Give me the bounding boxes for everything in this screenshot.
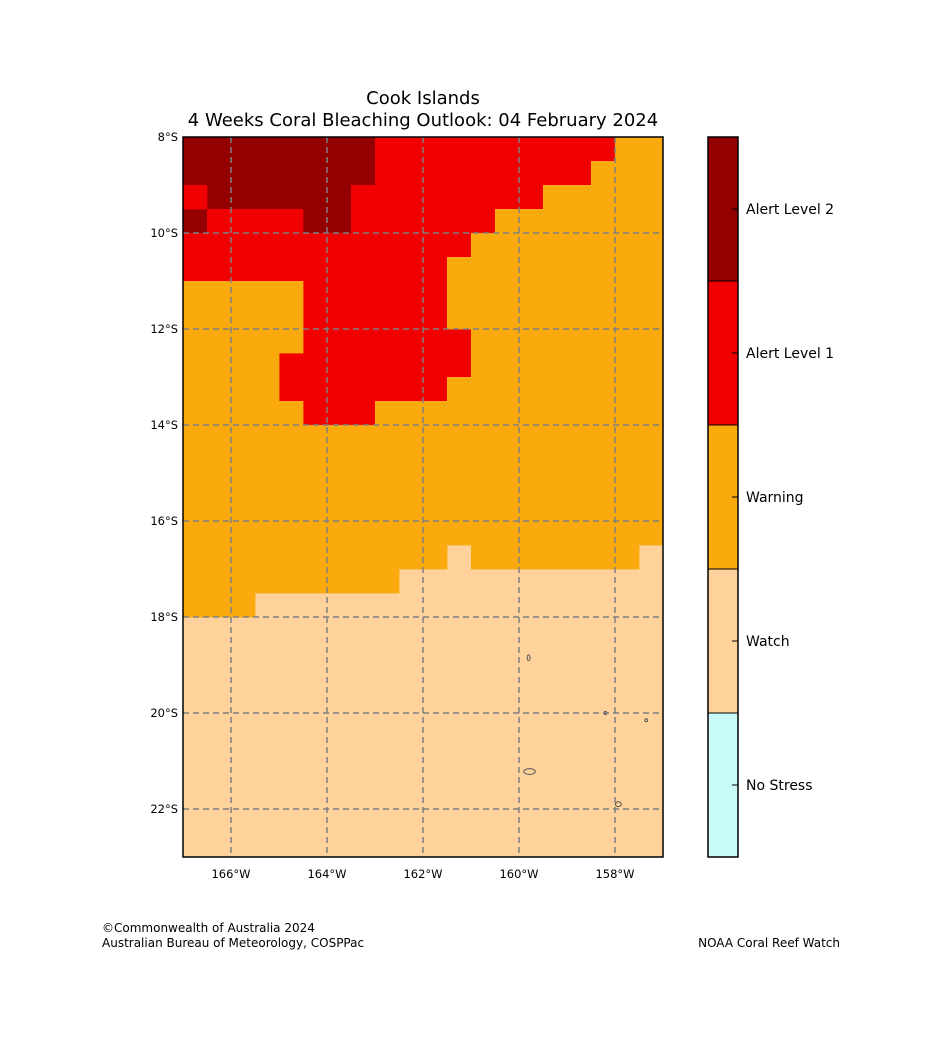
region-alert-level-1 (303, 401, 376, 426)
island-outline (523, 768, 536, 775)
region-warning (183, 569, 400, 594)
x-tick-label: 166°W (211, 867, 250, 881)
region-warning (447, 377, 664, 402)
colorbar-label: No Stress (746, 778, 813, 794)
region-alert-level-1 (375, 137, 616, 162)
y-tick-label: 16°S (150, 514, 178, 528)
colorbar-frame (707, 136, 739, 858)
region-alert-level-1 (183, 257, 448, 282)
credit-right: NOAA Coral Reef Watch (698, 936, 840, 950)
island-outline (526, 654, 531, 662)
y-tick-label: 10°S (150, 226, 178, 240)
page-title: Cook Islands 4 Weeks Coral Bleaching Out… (183, 88, 663, 132)
x-tick-label: 164°W (307, 867, 346, 881)
colorbar-label: Watch (746, 634, 790, 650)
region-warning (471, 233, 664, 258)
y-tick-label: 18°S (150, 610, 178, 624)
region-alert-level-1 (351, 185, 544, 210)
region-alert-level-1 (183, 185, 208, 210)
region-warning (615, 137, 664, 162)
map-frame (182, 136, 664, 858)
region-warning (543, 185, 664, 210)
region-warning (183, 353, 280, 378)
x-tick-label: 162°W (403, 867, 442, 881)
x-tick-label: 160°W (499, 867, 538, 881)
region-alert-level-1 (303, 329, 472, 354)
region-alert-level-1 (183, 233, 472, 258)
region-warning (471, 353, 664, 378)
island-outline (644, 718, 649, 723)
colorbar-label: Alert Level 2 (746, 202, 834, 218)
region-warning (471, 545, 640, 570)
y-tick-label: 20°S (150, 706, 178, 720)
colorbar-legend: Alert Level 2 Alert Level 1 Warning Watch No… (707, 136, 834, 858)
y-tick-label: 8°S (158, 130, 178, 144)
x-tick-label: 158°W (595, 867, 634, 881)
title-line-2: 4 Weeks Coral Bleaching Outlook: 04 Febr… (187, 110, 659, 131)
region-warning (591, 161, 664, 186)
region-warning (447, 281, 664, 330)
credit-copyright: ©Commonwealth of Australia 2024 (102, 921, 315, 935)
region-warning (183, 545, 448, 570)
region-warning (183, 281, 304, 330)
region-warning (183, 593, 256, 618)
colorbar-label: Warning (746, 490, 804, 506)
region-warning (183, 401, 304, 426)
credit-organization: Australian Bureau of Meteorology, COSPPa… (102, 936, 365, 950)
region-alert-level-1 (207, 209, 304, 234)
map-area: 166°W 164°W 162°W 160°W 158°W 8°S 10°S 12°S 14°S… (150, 130, 664, 881)
region-warning (447, 257, 664, 282)
region-alert-level-2 (207, 185, 352, 210)
region-warning (183, 329, 304, 354)
island-outline (614, 801, 622, 808)
region-alert-level-2 (183, 137, 376, 186)
y-tick-label: 14°S (150, 418, 178, 432)
y-tick-label: 12°S (150, 322, 178, 336)
region-alert-level-1 (303, 281, 448, 330)
region-alert-level-2 (183, 209, 208, 234)
region-alert-level-1 (375, 161, 592, 186)
region-warning (495, 209, 664, 234)
colorbar-label: Alert Level 1 (746, 346, 834, 362)
y-tick-label: 22°S (150, 802, 178, 816)
region-alert-level-1 (279, 353, 472, 378)
region-warning (471, 329, 664, 354)
region-warning (183, 425, 664, 546)
title-line-1: Cook Islands (366, 88, 480, 109)
credit-left: ©Commonwealth of Australia 2024 Australi… (102, 921, 364, 951)
region-alert-level-1 (279, 377, 448, 402)
